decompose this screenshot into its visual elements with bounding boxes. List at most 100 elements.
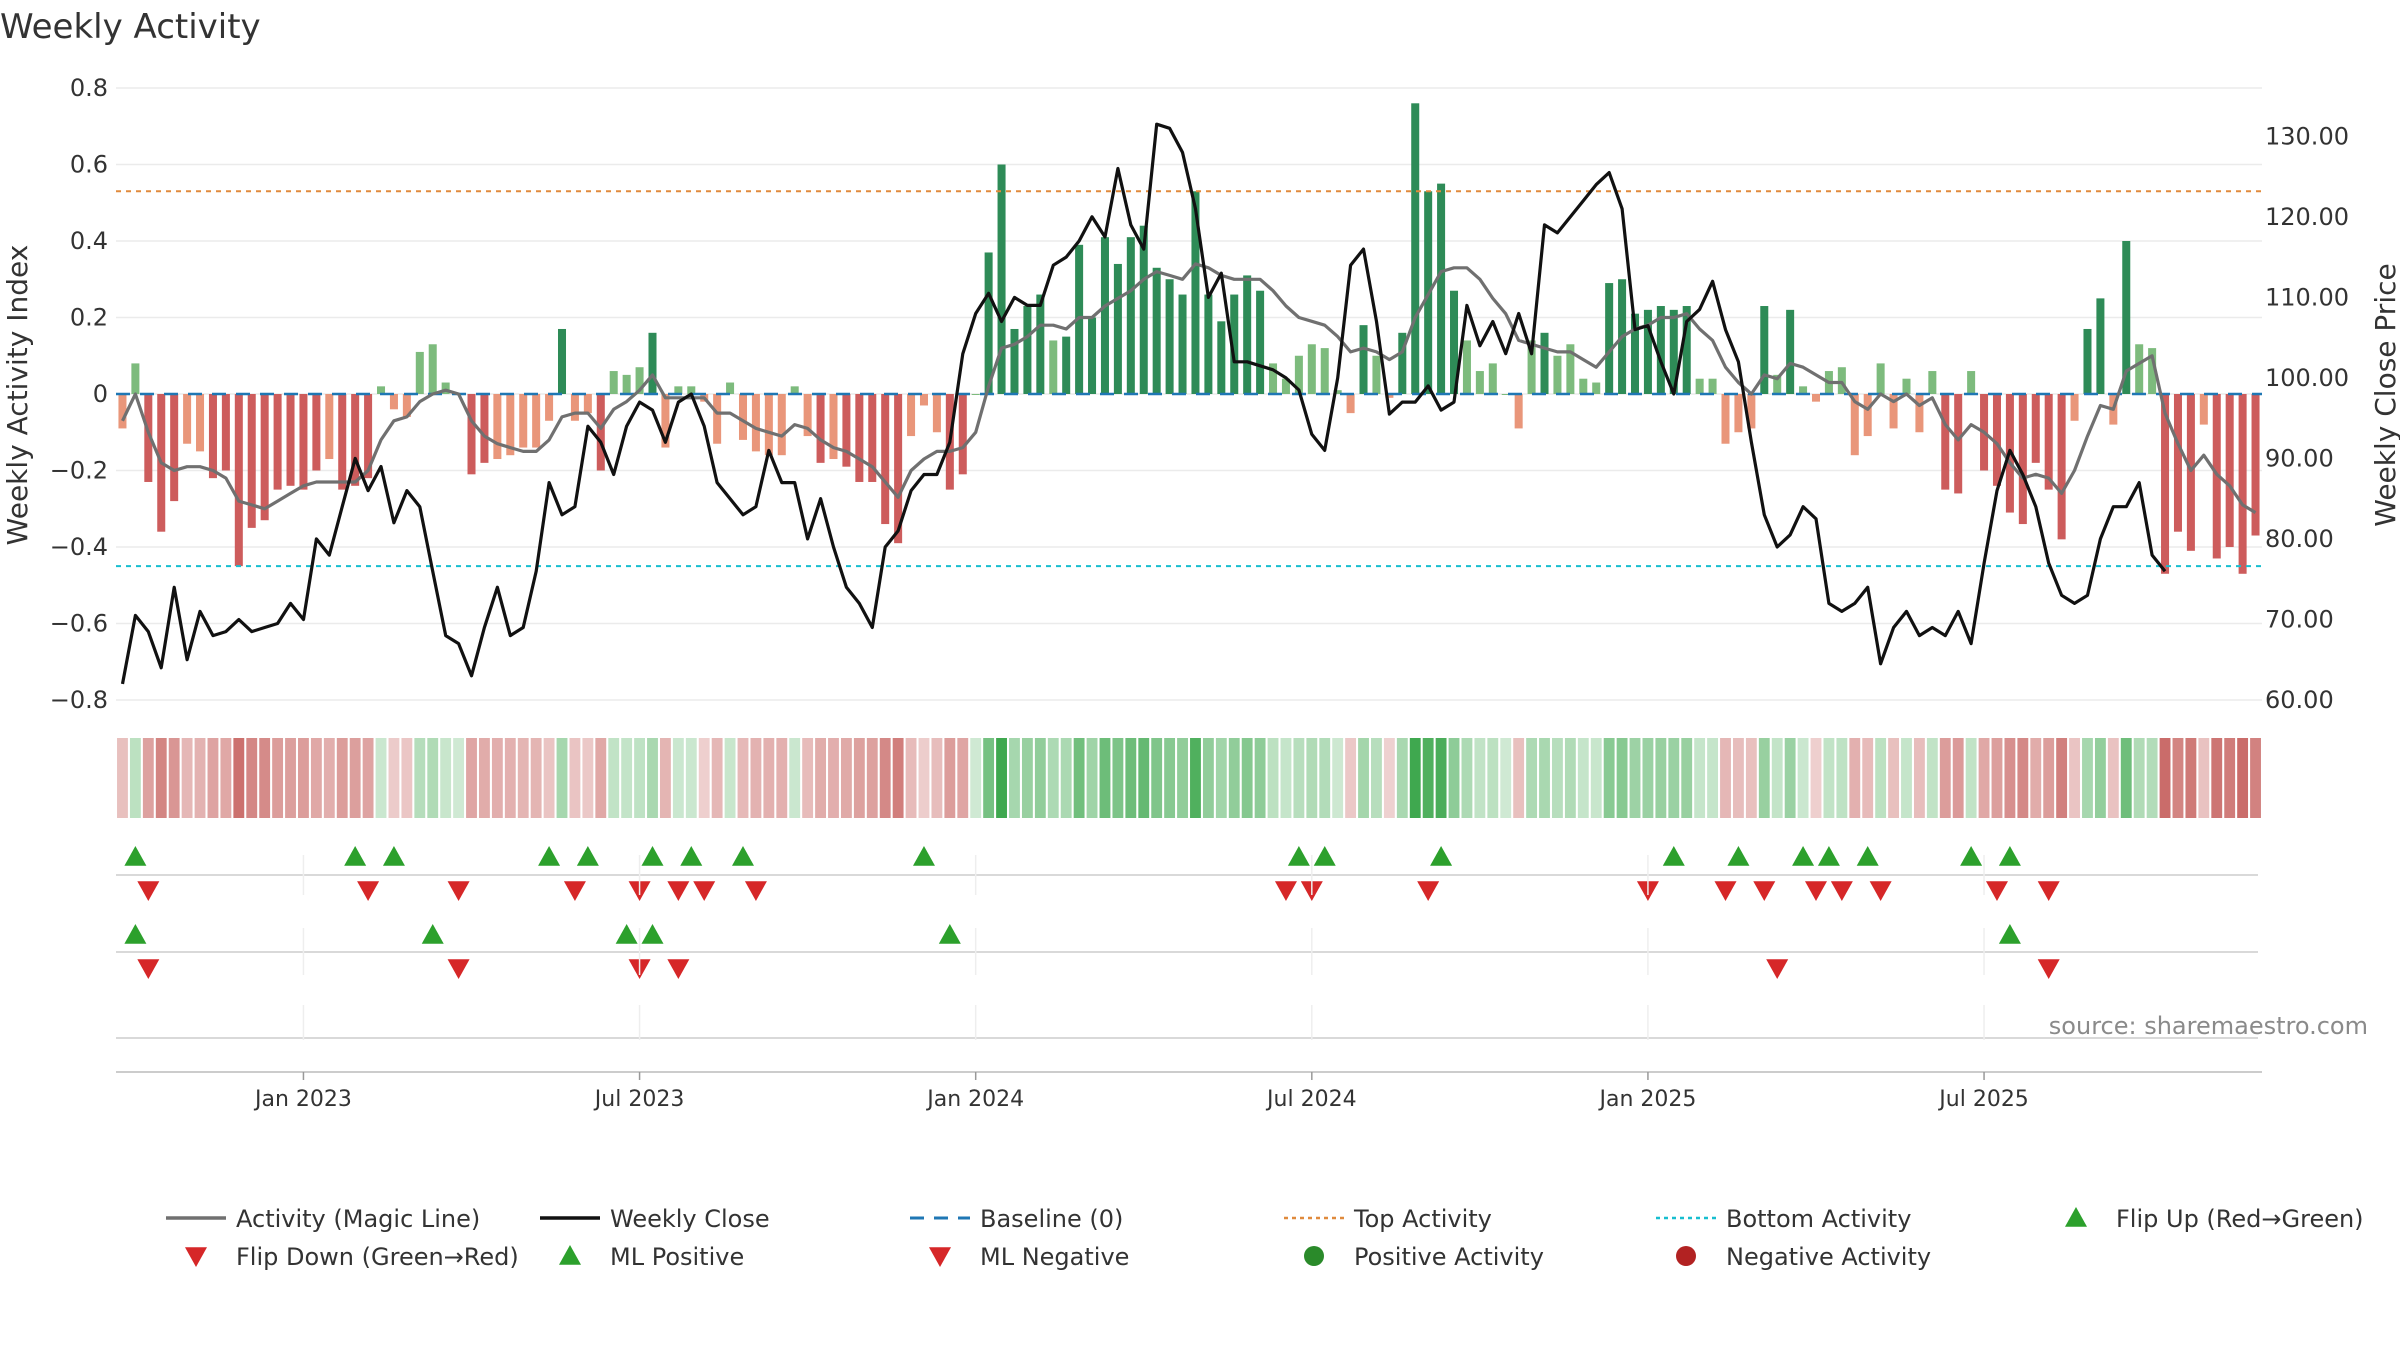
flip-down-marker (1417, 881, 1440, 901)
heat-cell (310, 738, 322, 818)
activity-bar (635, 367, 644, 394)
heat-cell (1409, 738, 1421, 818)
activity-bar (1630, 313, 1640, 394)
activity-bar (2044, 394, 2053, 490)
activity-bar (196, 394, 205, 452)
activity-bar (1760, 306, 1769, 394)
activity-bar (1553, 355, 1562, 394)
legend-label: Negative Activity (1726, 1243, 1931, 1271)
activity-bar (2238, 394, 2247, 574)
activity-bar (312, 394, 321, 471)
x-tick-label: Jan 2024 (925, 1087, 1024, 1112)
x-axis: Jan 2023 Jul 2023 Jan 2024 Jul 2024 Jan 2025… (116, 855, 2262, 1112)
legend-label: Top Activity (1353, 1205, 1492, 1233)
heat-cell (1823, 738, 1835, 818)
heat-cell (1500, 738, 1512, 818)
x-tick-label: Jul 2024 (1265, 1087, 1357, 1112)
activity-bar (234, 394, 243, 567)
activity-bar (648, 332, 657, 394)
heat-cell (1383, 738, 1395, 818)
legend-swatch-triangle-up (559, 1245, 581, 1265)
activity-bar (2031, 394, 2040, 463)
heat-cell (1655, 738, 1667, 818)
flip-down-marker (563, 881, 586, 901)
activity-bar (118, 394, 127, 429)
activity-bars (118, 103, 2260, 574)
activity-bar (493, 394, 502, 460)
activity-bar (170, 394, 179, 502)
chart-title: Weekly Activity (0, 7, 261, 47)
legend-label: ML Positive (610, 1243, 744, 1271)
heat-cell (1784, 738, 1796, 818)
activity-bar (570, 394, 579, 421)
activity-bar (1165, 279, 1174, 394)
heat-cell (323, 738, 335, 818)
activity-bar (1256, 290, 1265, 394)
heat-cell (828, 738, 839, 818)
heat-cell (1720, 738, 1731, 818)
heat-cell (1526, 738, 1538, 818)
y-tick-right: 60.00 (2265, 686, 2334, 714)
flip-up-marker (1960, 846, 1983, 866)
activity-bar (545, 394, 554, 421)
y-tick-left: −0.8 (50, 686, 108, 714)
y-tick-left: 0.6 (70, 151, 108, 179)
ml-negative-marker (137, 959, 160, 979)
activity-bar (1786, 309, 1795, 394)
heat-cell (1539, 738, 1550, 818)
y-tick-right: 90.00 (2265, 444, 2334, 472)
activity-bar (1475, 371, 1484, 394)
activity-bar (661, 394, 670, 448)
activity-bar (1010, 328, 1019, 394)
heat-cell (1047, 738, 1059, 818)
flip-down-marker (744, 881, 767, 901)
activity-bar (997, 164, 1006, 394)
activity-bar (2018, 394, 2027, 525)
weekly-close-line (120, 122, 2167, 685)
activity-bar (1605, 283, 1614, 394)
flip-up-marker (1662, 846, 1685, 866)
heat-cell (414, 738, 426, 818)
activity-bar (144, 394, 153, 482)
activity-bar (1734, 394, 1743, 433)
heat-cell (1034, 738, 1046, 818)
y-tick-right: 70.00 (2265, 605, 2334, 633)
heat-cell (1707, 738, 1719, 818)
y-tick-right: 80.00 (2265, 525, 2334, 553)
heat-cell (1577, 738, 1589, 818)
ml-positive-marker (421, 924, 444, 944)
heat-cell (336, 738, 348, 818)
activity-bar (1837, 367, 1846, 394)
heat-cell (1202, 738, 1214, 818)
flip-up-marker (641, 846, 664, 866)
activity-bar (1928, 371, 1937, 394)
heat-cell (2120, 738, 2132, 818)
activity-bar (1437, 183, 1446, 394)
heat-cell (957, 738, 969, 818)
flip-down-marker (693, 881, 716, 901)
activity-bar (441, 382, 450, 394)
y-tick-right: 100.00 (2265, 364, 2349, 392)
activity-bar (790, 386, 799, 394)
activity-bar (777, 394, 786, 456)
heat-cell (698, 738, 710, 818)
y-tick-left: −0.6 (50, 610, 108, 638)
heat-cell (1112, 738, 1124, 818)
heat-cell (1009, 738, 1020, 818)
heat-cell (672, 738, 684, 818)
activity-bar (1217, 321, 1226, 394)
heat-cell (1564, 738, 1576, 818)
heat-cell (2211, 738, 2223, 818)
activity-bar (131, 363, 140, 394)
heat-cell (1875, 738, 1887, 818)
flip-down-marker (137, 881, 160, 901)
flip-down-marker (1985, 881, 2008, 901)
activity-bar (2199, 394, 2208, 425)
legend-label: Positive Activity (1354, 1243, 1544, 1271)
reference-lines (116, 190, 2262, 568)
heat-cell (453, 738, 465, 818)
activity-bar (932, 394, 941, 433)
heat-cell (996, 738, 1007, 818)
heat-cell (466, 738, 477, 818)
